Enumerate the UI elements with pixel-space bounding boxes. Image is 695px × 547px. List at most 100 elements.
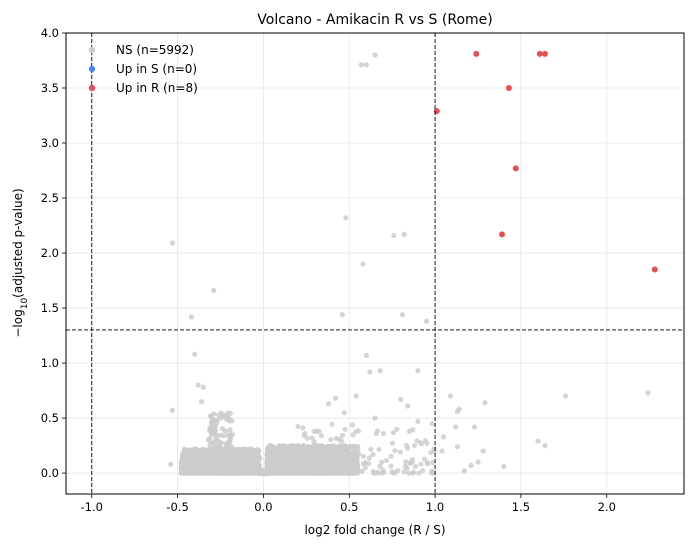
- ns-point: [185, 466, 191, 472]
- ns-point: [318, 443, 324, 449]
- ns-point: [280, 448, 286, 454]
- ns-point: [184, 451, 190, 458]
- ns-point: [209, 431, 215, 437]
- ns-point: [222, 428, 228, 434]
- ns-point: [285, 454, 291, 460]
- ns-point: [329, 465, 335, 471]
- ns-point: [187, 449, 194, 455]
- ns-point: [212, 423, 219, 429]
- ns-point: [221, 433, 227, 439]
- ns-point: [274, 470, 280, 476]
- ns-point: [351, 444, 357, 450]
- chart-title: Volcano - Amikacin R vs S (Rome): [257, 12, 492, 28]
- ns-point: [352, 467, 358, 473]
- ns-point: [214, 417, 220, 423]
- ns-point: [430, 460, 436, 466]
- ns-point: [333, 452, 339, 459]
- ns-point: [199, 464, 205, 471]
- ns-point: [371, 470, 377, 476]
- ns-point: [207, 448, 213, 454]
- ns-point: [228, 446, 234, 452]
- ns-point: [316, 456, 322, 463]
- ns-point: [218, 413, 224, 419]
- ns-point: [342, 426, 348, 432]
- ns-point: [216, 461, 222, 467]
- ns-point: [207, 461, 213, 468]
- ns-point: [424, 440, 430, 446]
- ns-point: [410, 469, 417, 475]
- ns-point: [343, 465, 349, 471]
- ns-point: [406, 470, 412, 476]
- ns-point: [300, 425, 306, 431]
- ns-point: [333, 435, 339, 441]
- ns-point: [311, 454, 318, 460]
- ns-point: [202, 454, 208, 460]
- ns-point: [207, 425, 213, 431]
- ns-point: [214, 433, 221, 439]
- ns-point: [311, 447, 317, 454]
- ns-point: [368, 446, 374, 452]
- ns-point: [351, 457, 358, 463]
- ns-point: [428, 449, 434, 455]
- ns-point: [250, 448, 256, 454]
- ns-point: [227, 470, 233, 476]
- ns-point: [397, 449, 403, 455]
- ns-point: [412, 463, 419, 470]
- ns-point: [401, 469, 407, 475]
- ns-point: [224, 443, 230, 450]
- ns-point: [360, 453, 367, 459]
- ns-point: [318, 433, 325, 439]
- ns-point: [429, 421, 435, 427]
- ns-point: [418, 461, 424, 467]
- ns-point: [328, 437, 334, 443]
- ns-point: [291, 470, 298, 476]
- ns-point: [237, 455, 244, 461]
- ns-point: [208, 468, 215, 475]
- ns-point: [383, 457, 390, 464]
- ns-point: [317, 464, 323, 470]
- ns-point: [215, 439, 221, 446]
- ns-point: [227, 436, 233, 443]
- ns-point: [374, 428, 381, 434]
- ns-point: [366, 461, 372, 467]
- ns-point: [303, 454, 309, 461]
- ns-point: [388, 453, 394, 459]
- ns-point: [311, 439, 317, 445]
- ns-point: [281, 462, 287, 468]
- ns-point: [225, 454, 231, 460]
- ns-point: [326, 457, 332, 463]
- ns-point: [349, 422, 356, 428]
- ns-point: [228, 463, 234, 470]
- ns-point: [207, 442, 213, 448]
- ns-point: [188, 470, 195, 476]
- ns-point: [304, 470, 310, 476]
- ns-point: [425, 461, 431, 467]
- ns-point: [227, 410, 233, 416]
- ns-point: [229, 455, 235, 461]
- ns-point: [388, 463, 394, 469]
- ns-point: [421, 456, 428, 462]
- ns-point: [246, 455, 253, 461]
- ns-point: [316, 428, 322, 434]
- ns-point: [266, 457, 272, 463]
- ns-point: [350, 432, 356, 438]
- ns-point: [323, 446, 329, 452]
- ns-point: [431, 446, 437, 452]
- ns-point: [197, 456, 203, 462]
- ns-point: [229, 418, 235, 424]
- ns-point: [298, 462, 304, 468]
- ns-point: [193, 468, 199, 474]
- ns-point: [227, 427, 233, 433]
- ns-point: [404, 465, 410, 471]
- ns-point: [199, 450, 206, 456]
- ns-point: [219, 448, 225, 455]
- ns-point: [330, 444, 336, 451]
- ns-point: [215, 455, 221, 461]
- ns-point: [322, 449, 328, 456]
- ns-point: [252, 470, 258, 476]
- ns-points: [168, 52, 651, 476]
- ns-point: [306, 465, 312, 471]
- ns-point: [378, 459, 385, 465]
- ns-point: [416, 470, 422, 476]
